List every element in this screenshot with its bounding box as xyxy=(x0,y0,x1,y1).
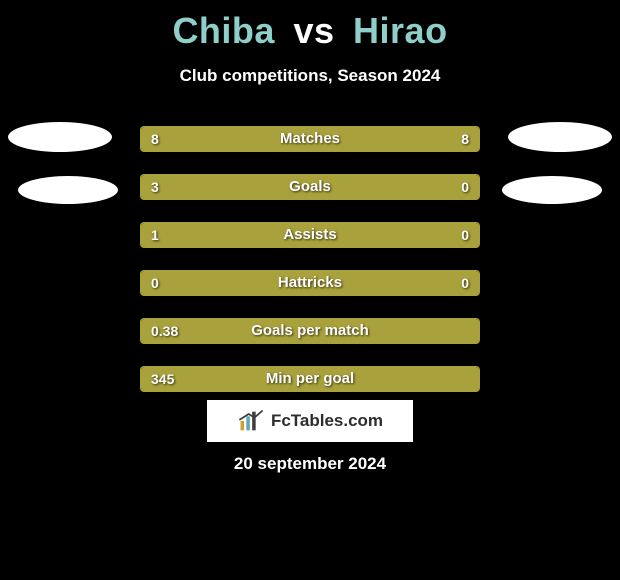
stat-row: 1 0 Assists xyxy=(140,222,480,248)
stat-value-left: 1 xyxy=(141,223,169,247)
stat-value-left: 0.38 xyxy=(141,319,188,343)
page-title: Chiba vs Hirao xyxy=(0,0,620,52)
stat-value-right: 0 xyxy=(451,271,479,295)
stat-fill-left xyxy=(141,367,479,391)
stat-value-left: 345 xyxy=(141,367,184,391)
stat-fill-left xyxy=(141,319,479,343)
brand-link[interactable]: FcTables.com xyxy=(207,400,413,442)
subtitle: Club competitions, Season 2024 xyxy=(0,66,620,86)
stat-fill-left xyxy=(141,175,398,199)
player2-badge-top xyxy=(508,122,612,152)
stat-value-left: 8 xyxy=(141,127,169,151)
stat-value-right: 0 xyxy=(451,223,479,247)
player1-name: Chiba xyxy=(172,10,275,51)
stat-value-right xyxy=(459,319,479,343)
stat-row: 3 0 Goals xyxy=(140,174,480,200)
brand-logo-icon xyxy=(237,407,265,435)
stat-row: 0.38 Goals per match xyxy=(140,318,480,344)
stat-row: 8 8 Matches xyxy=(140,126,480,152)
stats-container: 8 8 Matches 3 0 Goals 1 0 Assists 0 0 Ha… xyxy=(140,126,480,414)
stat-row: 0 0 Hattricks xyxy=(140,270,480,296)
stat-value-right: 0 xyxy=(451,175,479,199)
stat-value-left: 3 xyxy=(141,175,169,199)
date-text: 20 september 2024 xyxy=(0,454,620,474)
player1-badge-top xyxy=(8,122,112,152)
stat-value-left: 0 xyxy=(141,271,169,295)
vs-text: vs xyxy=(293,10,334,51)
stat-fill-left xyxy=(141,223,398,247)
player2-name: Hirao xyxy=(353,10,448,51)
player2-badge-bottom xyxy=(502,176,602,204)
stat-value-right xyxy=(459,367,479,391)
brand-text: FcTables.com xyxy=(271,411,383,431)
stat-row: 345 Min per goal xyxy=(140,366,480,392)
stat-value-right: 8 xyxy=(451,127,479,151)
player1-badge-bottom xyxy=(18,176,118,204)
